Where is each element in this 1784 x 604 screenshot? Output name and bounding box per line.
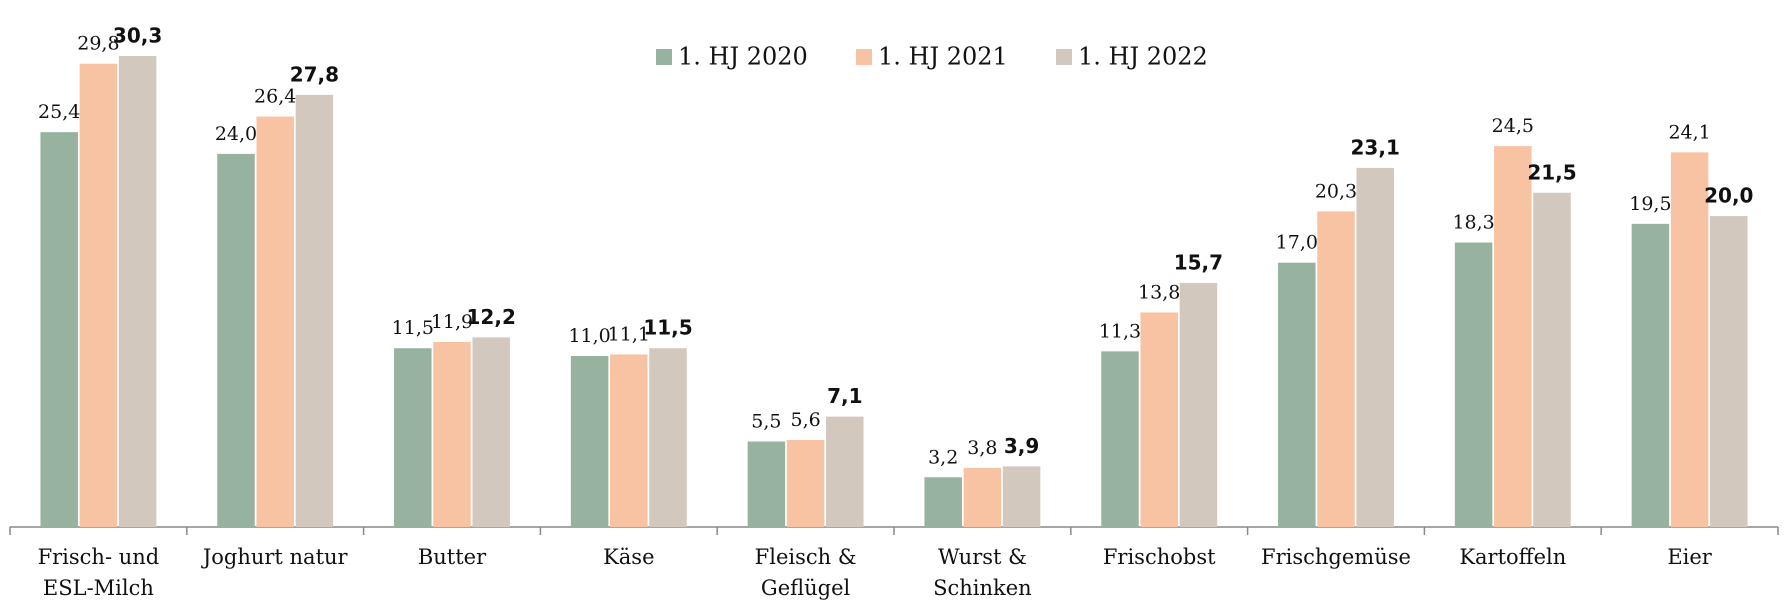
x-tick-label: Wurst & Schinken [933, 545, 1032, 600]
bar [924, 477, 962, 527]
value-label: 11,5 [392, 317, 434, 339]
value-label: 11,3 [1099, 320, 1141, 342]
bar [1710, 216, 1748, 527]
bar [649, 348, 687, 527]
value-label: 3,2 [928, 446, 958, 468]
legend-label: 1. HJ 2022 [1078, 43, 1208, 71]
bar [1101, 351, 1139, 527]
bar [1533, 192, 1571, 527]
value-label: 3,8 [967, 437, 997, 459]
value-label: 20,3 [1315, 180, 1357, 202]
x-tick-label: Frisch- und ESL-Milch [38, 545, 160, 600]
bar [79, 63, 118, 528]
value-label: 5,5 [751, 410, 781, 432]
value-label: 13,8 [1138, 281, 1180, 303]
value-label: 30,3 [113, 23, 162, 47]
x-tick-label: Kartoffeln [1459, 545, 1566, 569]
bar [1002, 466, 1041, 527]
bar [217, 153, 255, 527]
value-label: 26,4 [254, 86, 296, 108]
bar [1494, 146, 1532, 527]
bar [963, 467, 1002, 527]
value-label: 18,3 [1452, 212, 1494, 234]
value-label: 11,9 [431, 311, 473, 333]
legend-item: 1. HJ 2020 [656, 43, 808, 71]
value-label: 15,7 [1174, 250, 1223, 274]
legend-swatch [656, 49, 672, 65]
value-label: 19,5 [1629, 193, 1671, 215]
bar [826, 416, 864, 527]
bar [786, 439, 825, 527]
legend-item: 1. HJ 2021 [856, 43, 1008, 71]
bar [433, 342, 471, 527]
bar [747, 441, 786, 527]
bar [118, 55, 157, 528]
bar [472, 337, 510, 527]
value-label: 25,4 [38, 101, 80, 123]
bar [295, 94, 334, 527]
bar [1670, 152, 1709, 527]
x-tick-label: Frischobst [1103, 545, 1216, 569]
bar [40, 132, 78, 527]
bar [1140, 312, 1178, 527]
value-label: 7,1 [827, 384, 862, 408]
legend-item: 1. HJ 2022 [1056, 43, 1208, 71]
value-label: 24,0 [215, 123, 257, 145]
bar [570, 355, 609, 527]
x-tick-label: Fleisch & Geflügel [755, 545, 857, 600]
value-label: 23,1 [1351, 135, 1400, 159]
bar [256, 116, 294, 527]
legend-swatch [856, 49, 872, 65]
bar [610, 354, 648, 527]
value-label: 24,1 [1668, 121, 1710, 143]
value-label: 11,1 [608, 323, 650, 345]
value-label: 29,8 [77, 33, 119, 55]
value-label: 3,9 [1004, 434, 1039, 458]
bar [1454, 242, 1493, 527]
legend-swatch [1056, 49, 1072, 65]
bar [394, 348, 432, 527]
x-tick-label: Joghurt natur [201, 545, 349, 569]
x-tick-label: Eier [1667, 545, 1712, 569]
value-label: 11,0 [568, 325, 610, 347]
x-tick-label: Käse [603, 545, 654, 569]
x-tick-label: Butter [418, 545, 487, 569]
value-label: 5,6 [790, 409, 820, 431]
value-label: 12,2 [467, 305, 516, 329]
bar [1278, 262, 1316, 527]
x-tick-label: Frischgemüse [1261, 545, 1411, 569]
bar [1317, 211, 1355, 528]
legend-label: 1. HJ 2020 [678, 43, 808, 71]
bar [1356, 167, 1394, 527]
value-label: 17,0 [1276, 232, 1318, 254]
value-label: 24,5 [1492, 115, 1534, 137]
legend-label: 1. HJ 2021 [878, 43, 1008, 71]
value-label: 21,5 [1527, 160, 1576, 184]
bar [1179, 282, 1218, 527]
value-label: 27,8 [290, 62, 339, 86]
bar [1631, 223, 1670, 528]
value-label: 20,0 [1704, 184, 1753, 208]
value-label: 11,5 [643, 316, 692, 340]
